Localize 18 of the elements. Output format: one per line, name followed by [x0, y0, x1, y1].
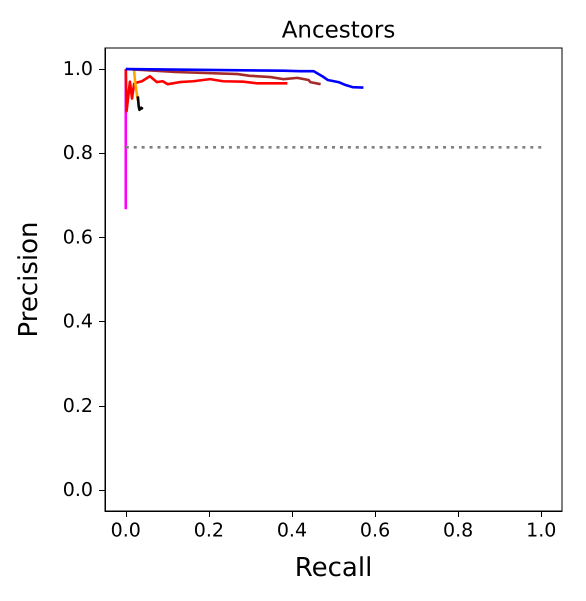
y-tick-label: 0.4 — [62, 310, 93, 333]
chart-title: Ancestors — [282, 18, 396, 44]
y-axis-title: Precision — [14, 221, 44, 338]
x-tick-label: 0.8 — [443, 520, 474, 542]
y-tick-label: 0.0 — [62, 478, 93, 501]
y-tick-label: 0.6 — [62, 226, 93, 248]
x-tick-label: 1.0 — [526, 520, 556, 542]
y-tick-label: 0.2 — [62, 394, 93, 417]
x-axis-title: Recall — [294, 553, 372, 583]
x-tick-label: 0.0 — [110, 520, 141, 542]
line-series — [124, 68, 365, 89]
x-tick-label: 0.4 — [276, 520, 308, 542]
x-tick-label: 0.2 — [194, 520, 224, 542]
y-tick-label: 0.8 — [62, 142, 93, 164]
y-tick-label: 1.0 — [62, 58, 93, 80]
line-series — [136, 95, 144, 112]
x-tick-label: 0.6 — [360, 520, 390, 542]
line-series — [124, 68, 289, 112]
